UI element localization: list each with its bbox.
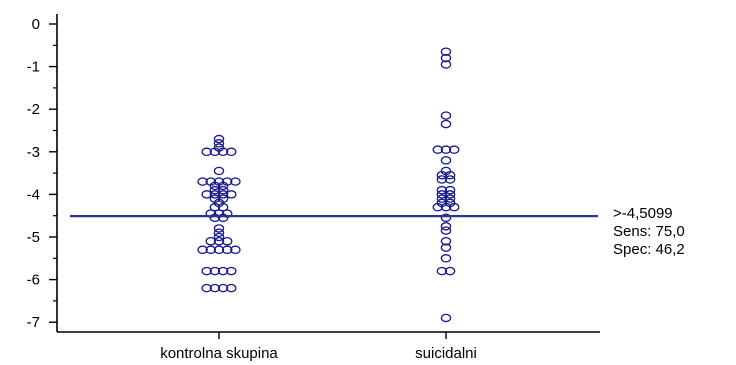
data-point xyxy=(217,190,229,199)
data-points xyxy=(197,47,460,323)
data-point xyxy=(444,170,456,180)
data-point xyxy=(217,266,229,276)
x-tick-label: suicidalni xyxy=(415,345,477,362)
data-point xyxy=(226,147,237,157)
data-point xyxy=(209,190,221,199)
data-point xyxy=(432,202,444,212)
y-tick-label: -3 xyxy=(27,144,40,161)
x-axis-ticks: kontrolna skupina suicidalni xyxy=(160,332,477,362)
data-point xyxy=(226,190,237,199)
data-point xyxy=(444,190,456,199)
data-point xyxy=(209,202,221,212)
data-point xyxy=(436,170,448,180)
data-point xyxy=(440,213,452,223)
data-point xyxy=(440,111,452,120)
data-point xyxy=(201,283,212,293)
data-point xyxy=(213,166,225,176)
y-tick-label: -6 xyxy=(27,272,40,289)
y-tick-label: -5 xyxy=(27,229,40,246)
data-point xyxy=(217,147,229,157)
data-point xyxy=(432,145,444,154)
data-point xyxy=(440,47,452,56)
data-point xyxy=(436,175,448,184)
data-point xyxy=(197,245,208,255)
data-point xyxy=(444,175,456,184)
y-axis-ticks: 0 -1 -2 -3 -4 -5 -6 -7 xyxy=(27,16,57,331)
data-point xyxy=(230,177,241,186)
cutoff-label: >-4,5099 xyxy=(613,205,673,222)
data-point xyxy=(209,213,221,223)
data-point xyxy=(448,145,460,154)
data-point xyxy=(209,181,221,191)
data-point xyxy=(440,254,452,263)
data-point xyxy=(213,139,225,148)
data-point xyxy=(440,226,452,235)
y-tick-label: -1 xyxy=(27,59,40,76)
data-point xyxy=(221,237,233,246)
data-point xyxy=(217,202,229,212)
cutoff-label: Sens: 75,0 xyxy=(613,223,685,240)
data-point xyxy=(440,243,452,252)
y-tick-label: -7 xyxy=(27,314,40,331)
data-point xyxy=(448,202,460,212)
data-point xyxy=(217,185,229,195)
cutoff-label: Spec: 46,2 xyxy=(613,241,685,258)
data-point xyxy=(436,194,448,203)
data-point xyxy=(205,237,217,246)
data-point xyxy=(444,185,456,195)
data-point xyxy=(201,147,212,157)
data-point xyxy=(230,245,241,255)
y-tick-label: -4 xyxy=(27,186,40,203)
data-point xyxy=(213,134,225,144)
data-point xyxy=(209,266,221,276)
data-point xyxy=(217,181,229,191)
axes xyxy=(56,14,600,333)
data-point xyxy=(436,185,448,195)
data-point xyxy=(217,283,229,293)
x-tick-label: kontrolna skupina xyxy=(160,345,278,362)
y-tick-label: -2 xyxy=(27,101,40,118)
data-point xyxy=(440,237,452,246)
data-point xyxy=(221,245,233,255)
data-point xyxy=(217,213,229,223)
data-point xyxy=(444,194,456,203)
data-point xyxy=(436,266,448,276)
data-point xyxy=(444,266,456,276)
data-point xyxy=(440,313,452,323)
data-point xyxy=(201,266,212,276)
data-point xyxy=(205,245,217,255)
data-point xyxy=(209,185,221,195)
data-point xyxy=(440,145,452,154)
data-point xyxy=(440,60,452,69)
data-point xyxy=(440,119,452,129)
data-point xyxy=(440,53,452,63)
data-point xyxy=(213,228,225,237)
data-point xyxy=(209,147,221,157)
data-point xyxy=(209,283,221,293)
data-point xyxy=(213,232,225,242)
data-point xyxy=(197,177,208,186)
data-point xyxy=(226,266,237,276)
data-point xyxy=(436,190,448,199)
data-point xyxy=(213,245,225,255)
data-point xyxy=(213,237,225,246)
data-point xyxy=(440,156,452,165)
y-tick-label: 0 xyxy=(32,16,40,33)
data-point xyxy=(201,190,212,199)
data-point xyxy=(440,202,452,212)
data-point xyxy=(226,283,237,293)
data-point xyxy=(213,224,225,233)
data-point xyxy=(440,222,452,231)
